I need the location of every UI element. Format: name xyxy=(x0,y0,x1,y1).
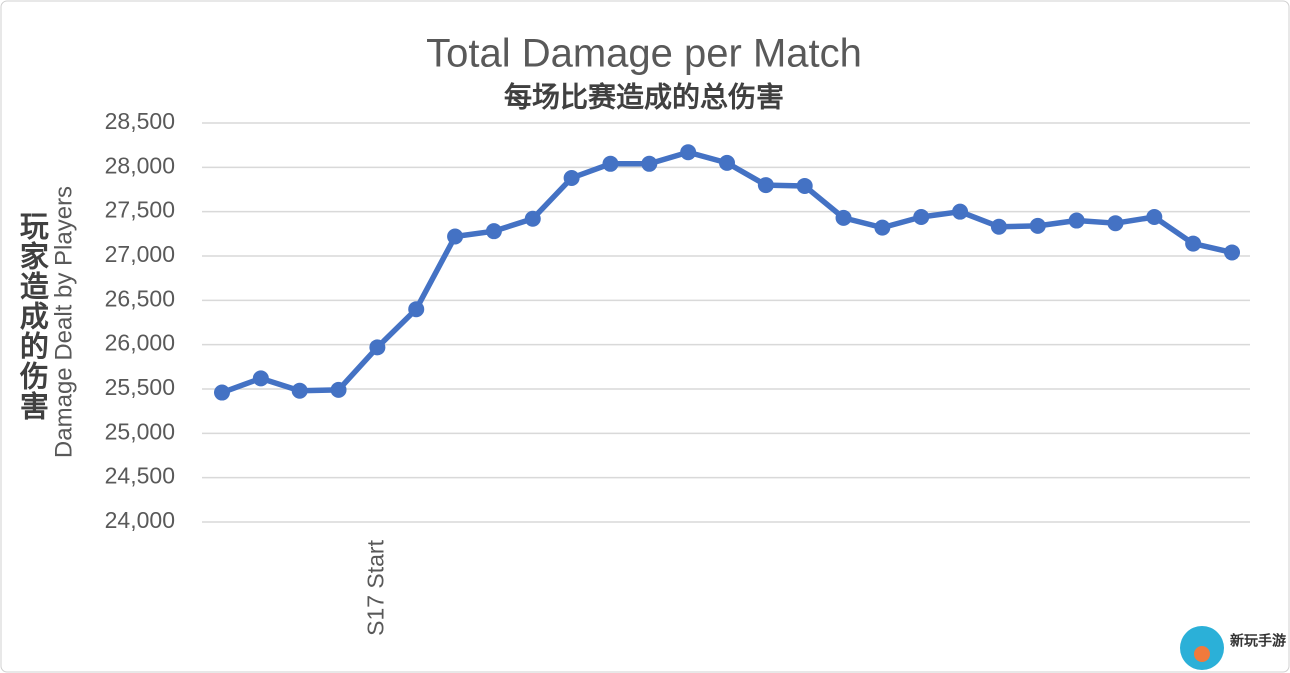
point xyxy=(835,209,852,226)
y-tick-label: 24,000 xyxy=(105,507,175,533)
point xyxy=(1068,212,1085,229)
point xyxy=(874,219,891,236)
point xyxy=(602,155,619,172)
point xyxy=(214,384,230,401)
point xyxy=(524,210,541,227)
y-tick-label: 28,500 xyxy=(105,108,175,134)
point xyxy=(485,223,502,240)
point xyxy=(447,228,464,245)
chart-title: Total Damage per Match xyxy=(426,32,862,76)
watermark-logo-dot xyxy=(1194,646,1210,662)
y-tick-label: 26,000 xyxy=(105,330,175,356)
y-tick-label: 28,000 xyxy=(105,152,175,178)
point xyxy=(1146,208,1163,225)
point xyxy=(1224,244,1240,261)
y-tick-label: 26,500 xyxy=(105,285,175,311)
y-tick-label: 27,000 xyxy=(105,241,175,267)
y-tick-label: 24,500 xyxy=(105,463,175,489)
chart-subtitle: 每场比赛造成的总伤害 xyxy=(504,80,784,112)
point xyxy=(719,154,735,171)
point xyxy=(369,339,386,356)
point xyxy=(680,144,697,161)
point xyxy=(757,177,774,194)
y-axis-title: Damage Dealt by Players xyxy=(50,186,77,458)
point xyxy=(796,177,813,194)
point xyxy=(408,301,425,318)
point xyxy=(330,381,347,398)
y-axis-title-cn: 玩家造成的伤害 xyxy=(15,211,50,421)
point xyxy=(641,155,658,172)
point xyxy=(913,208,930,225)
y-tick-label: 27,500 xyxy=(105,197,175,223)
point xyxy=(563,169,580,186)
point xyxy=(1107,215,1124,232)
point xyxy=(990,218,1007,235)
y-tick-label: 25,500 xyxy=(105,374,175,400)
point xyxy=(952,203,969,220)
point xyxy=(1185,235,1202,252)
point xyxy=(291,382,308,399)
watermark: 新玩手游 xyxy=(1230,633,1286,649)
point xyxy=(1029,217,1046,234)
y-tick-label: 25,000 xyxy=(105,418,175,444)
x-tick-label: S17 Start xyxy=(362,539,388,635)
point xyxy=(252,370,269,387)
